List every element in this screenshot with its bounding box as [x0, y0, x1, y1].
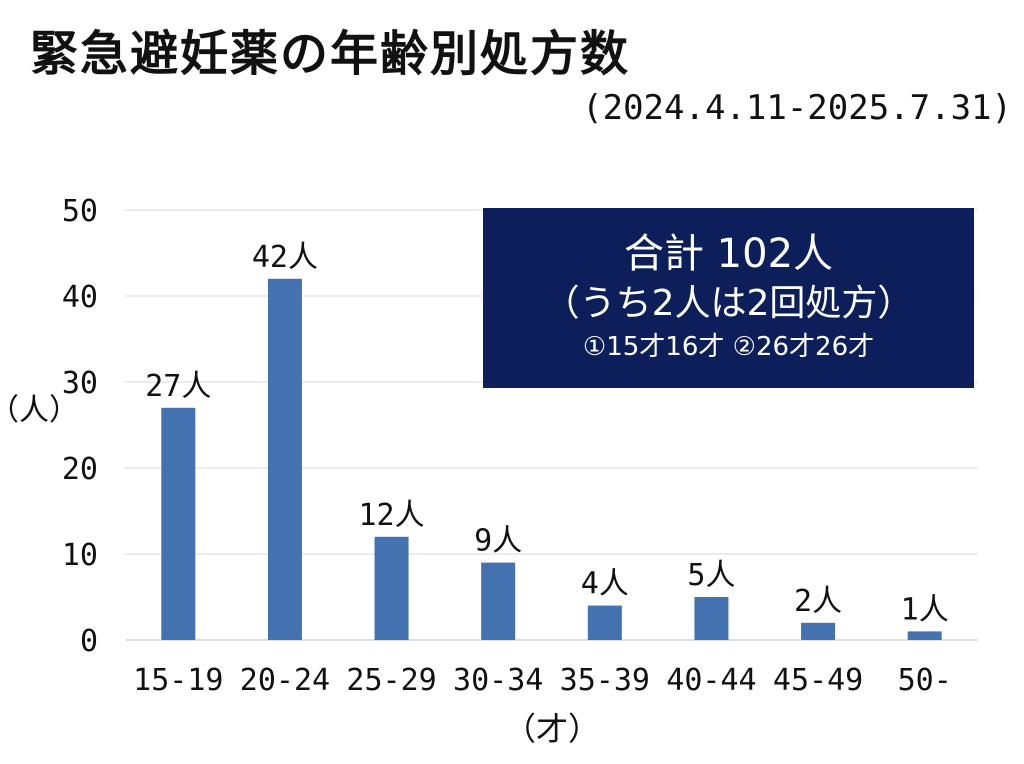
data-label: 42人: [252, 240, 318, 275]
summary-total: 合計 102人: [623, 231, 834, 277]
bar-40-44: [694, 597, 729, 640]
y-tick-label: 10: [62, 538, 98, 573]
y-tick-label: 40: [62, 280, 98, 315]
y-tick-label: 20: [62, 452, 98, 487]
summary-detail: ①15才16才 ②26才26才: [582, 332, 875, 362]
x-tick-label: 30-34: [453, 663, 543, 698]
x-tick-label: 50-: [898, 663, 952, 698]
data-label: 9人: [474, 524, 522, 559]
date-range: (2024.4.11-2025.7.31): [582, 88, 1012, 128]
x-tick-label: 35-39: [560, 663, 650, 698]
y-axis-label: （人）: [0, 393, 79, 428]
x-tick-label: 15-19: [133, 663, 223, 698]
summary-note: （うち2人は2回処方）: [543, 283, 914, 324]
chart-title: 緊急避妊薬の年齢別処方数: [30, 26, 631, 82]
data-label: 2人: [794, 584, 842, 619]
bar-45-49: [801, 622, 836, 640]
data-label: 12人: [359, 498, 425, 533]
x-axis-label: （才）: [504, 710, 600, 748]
bars: [161, 278, 942, 640]
bar-20-24: [267, 278, 302, 640]
x-tick-label: 40-44: [666, 663, 756, 698]
summary-box: 合計 102人 （うち2人は2回処方） ①15才16才 ②26才26才: [483, 208, 974, 388]
data-label: 4人: [581, 567, 629, 602]
bar-25-29: [374, 536, 409, 640]
bar-30-34: [481, 562, 516, 640]
bar-50-: [907, 631, 942, 640]
y-tick-label: 0: [80, 624, 98, 659]
x-axis-ticks: 15-19 20-24 25-29 30-34 35-39 40-44 45-49 50-: [133, 663, 952, 698]
bar-35-39: [587, 605, 622, 640]
x-tick-label: 20-24: [240, 663, 330, 698]
bar-15-19: [161, 407, 196, 640]
y-tick-label: 30: [62, 366, 98, 401]
x-tick-label: 25-29: [346, 663, 436, 698]
x-tick-label: 45-49: [773, 663, 863, 698]
data-label: 1人: [901, 592, 949, 627]
y-axis-ticks: 0 10 20 30 40 50: [62, 194, 98, 659]
data-label: 5人: [687, 558, 735, 593]
data-label: 27人: [145, 369, 211, 404]
y-tick-label: 50: [62, 194, 98, 229]
data-labels: 27人 42人 12人 9人 4人 5人 2人 1人: [145, 240, 948, 628]
